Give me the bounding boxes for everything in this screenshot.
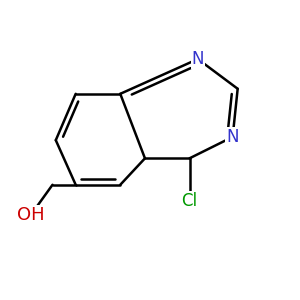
Text: OH: OH [17,206,44,224]
Text: N: N [226,128,239,146]
Text: Cl: Cl [182,192,198,210]
Text: N: N [192,50,204,68]
